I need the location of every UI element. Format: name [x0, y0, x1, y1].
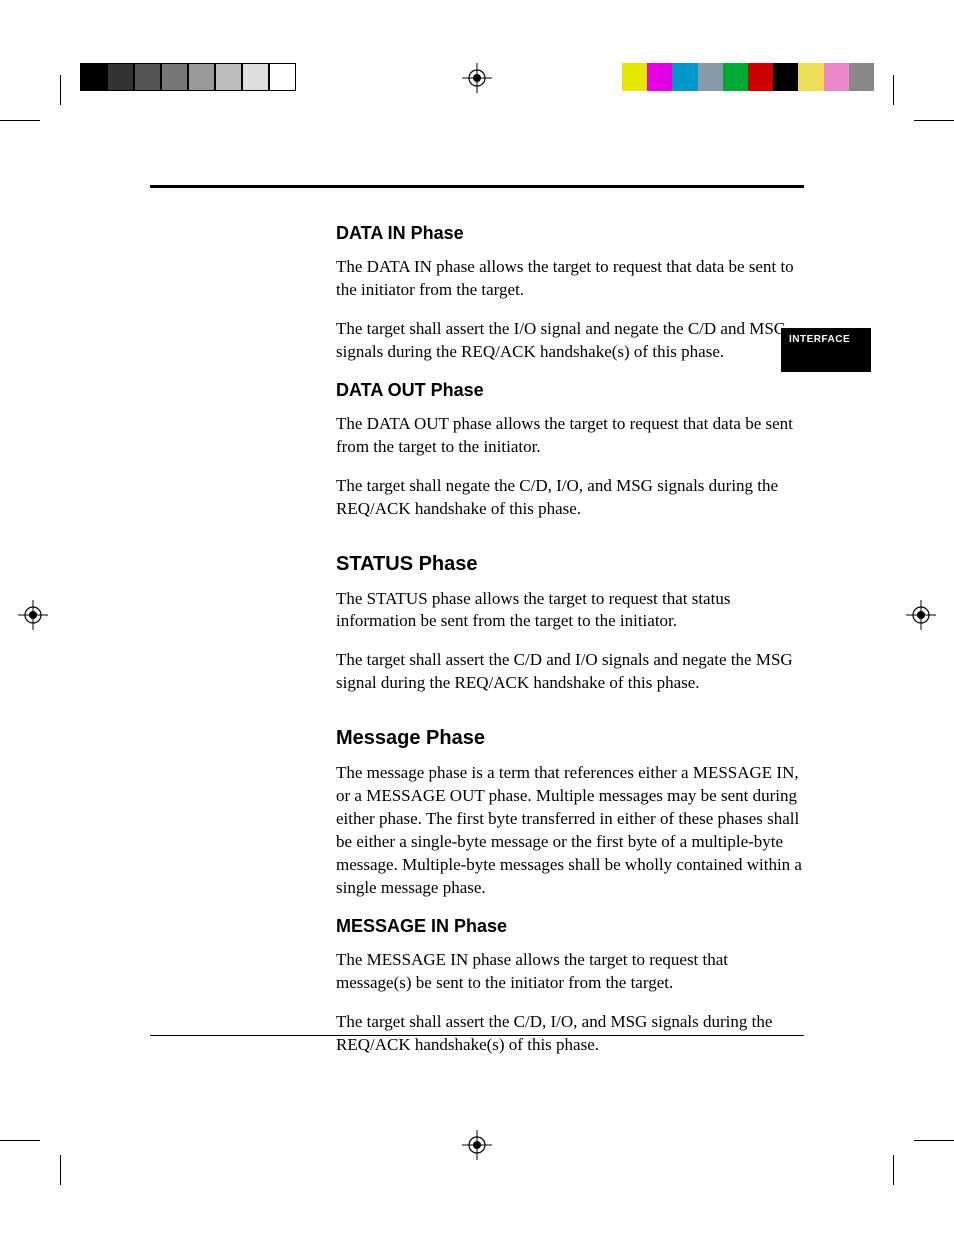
heading-data-out: DATA OUT Phase	[336, 380, 806, 401]
body-text: The target shall assert the C/D, I/O, an…	[336, 1011, 806, 1057]
top-page-rule	[150, 185, 804, 188]
body-text: The target shall assert the I/O signal a…	[336, 318, 806, 364]
grayscale-swatch	[242, 63, 269, 91]
color-swatch	[824, 63, 849, 91]
color-swatch	[647, 63, 672, 91]
body-text: The MESSAGE IN phase allows the target t…	[336, 949, 806, 995]
body-text: The target shall assert the C/D and I/O …	[336, 649, 806, 695]
registration-mark-icon	[906, 600, 936, 630]
body-text: The STATUS phase allows the target to re…	[336, 588, 806, 634]
color-swatch	[672, 63, 697, 91]
grayscale-swatch	[269, 63, 296, 91]
heading-status: STATUS Phase	[336, 553, 806, 576]
grayscale-swatch	[215, 63, 242, 91]
color-calibration-bar	[622, 63, 874, 91]
grayscale-calibration-bar	[80, 63, 296, 91]
color-swatch	[723, 63, 748, 91]
color-swatch	[773, 63, 798, 91]
body-text: The target shall negate the C/D, I/O, an…	[336, 475, 806, 521]
heading-message-in: MESSAGE IN Phase	[336, 916, 806, 937]
body-text: The DATA IN phase allows the target to r…	[336, 256, 806, 302]
crop-marks-bottom	[0, 1125, 954, 1165]
body-text: The DATA OUT phase allows the target to …	[336, 413, 806, 459]
grayscale-swatch	[134, 63, 161, 91]
color-swatch	[798, 63, 823, 91]
grayscale-swatch	[107, 63, 134, 91]
heading-message: Message Phase	[336, 727, 806, 750]
registration-mark-icon	[18, 600, 48, 630]
crop-marks-top	[0, 105, 954, 145]
document-content: DATA IN Phase The DATA IN phase allows t…	[336, 215, 806, 1073]
grayscale-swatch	[188, 63, 215, 91]
body-text: The message phase is a term that referen…	[336, 762, 806, 900]
heading-data-in: DATA IN Phase	[336, 223, 806, 244]
bottom-page-rule	[150, 1035, 804, 1036]
color-swatch	[622, 63, 647, 91]
color-swatch	[849, 63, 874, 91]
color-swatch	[698, 63, 723, 91]
registration-mark-icon	[462, 63, 492, 93]
color-swatch	[748, 63, 773, 91]
grayscale-swatch	[80, 63, 107, 91]
grayscale-swatch	[161, 63, 188, 91]
